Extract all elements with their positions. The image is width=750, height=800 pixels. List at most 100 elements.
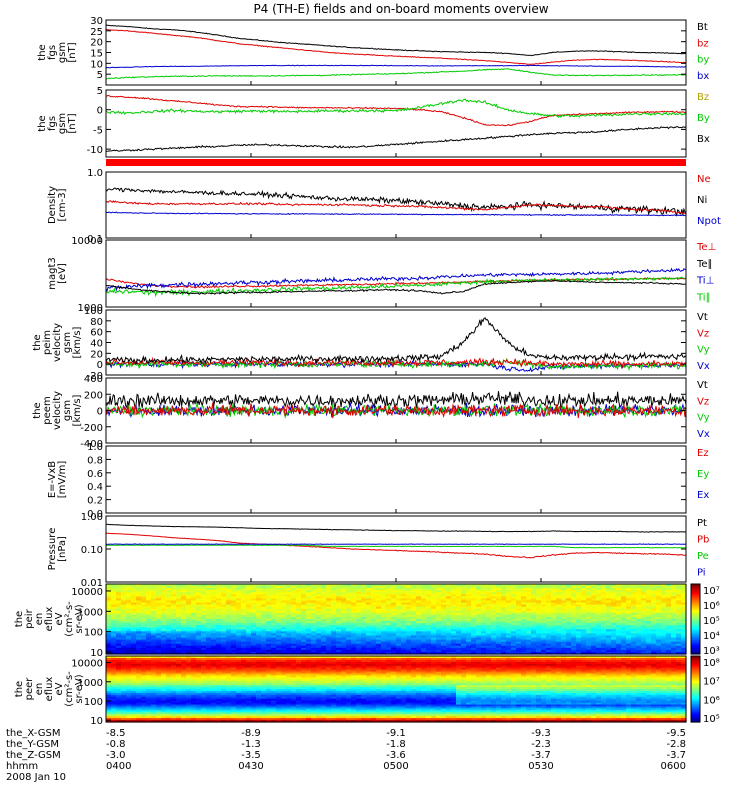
spectrogram-cell: [511, 606, 517, 610]
spectrogram-cell: [626, 608, 632, 612]
spectrogram-cell: [511, 625, 517, 628]
spectrogram-cell: [271, 600, 277, 604]
spectrogram-cell: [196, 649, 202, 653]
spectrogram-cell: [181, 619, 187, 622]
spectrogram-cell: [386, 584, 392, 587]
spectrogram-cell: [106, 677, 112, 680]
spectrogram-cell: [421, 651, 427, 655]
spectrogram-cell: [316, 635, 322, 639]
colorbar-step: [691, 587, 700, 590]
spectrogram-cell: [631, 621, 637, 624]
spectrogram-cell: [621, 623, 627, 626]
spectrogram-cell: [431, 623, 437, 626]
spectrogram-cell: [271, 649, 277, 653]
spectrogram-cell: [461, 612, 467, 616]
spectrogram-cell: [376, 584, 382, 587]
spectrogram-cell: [456, 612, 462, 616]
spectrogram-cell: [496, 635, 502, 639]
spectrogram-cell: [171, 657, 177, 661]
spectrogram-cell: [596, 621, 602, 624]
spectrogram-cell: [131, 651, 137, 655]
spectrogram-cell: [276, 645, 282, 649]
spectrogram-cell: [521, 643, 527, 647]
spectrogram-cell: [241, 625, 247, 628]
spectrogram-cell: [546, 586, 552, 589]
spectrogram-cell: [636, 621, 642, 624]
spectrogram-cell: [191, 643, 197, 647]
spectrogram-cell: [296, 606, 302, 610]
spectrogram-cell: [186, 690, 192, 694]
spectrogram-cell: [326, 604, 332, 608]
legend-vy: Vy: [697, 345, 710, 356]
spectrogram-cell: [216, 616, 222, 620]
spectrogram-cell: [541, 637, 547, 641]
spectrogram-cell: [386, 616, 392, 620]
spectrogram-cell: [676, 594, 682, 597]
spectrogram-cell: [171, 623, 177, 626]
spectrogram-cell: [361, 588, 367, 591]
spectrogram-cell: [461, 586, 467, 589]
spectrogram-cell: [301, 598, 307, 602]
spectrogram-cell: [141, 606, 147, 610]
spectrogram-cell: [396, 604, 402, 608]
spectrogram-cell: [161, 643, 167, 647]
spectrogram-cell: [276, 586, 282, 589]
spectrogram-cell: [256, 604, 262, 608]
spectrogram-cell: [451, 639, 457, 643]
spectrogram-cell: [131, 639, 137, 643]
spectrogram-cell: [201, 619, 207, 622]
spectrogram-cell: [191, 608, 197, 612]
spectrogram-cell: [486, 610, 492, 614]
spectrogram-cell: [531, 627, 537, 630]
spectrogram-cell: [121, 608, 127, 612]
spectrogram-cell: [381, 625, 387, 628]
spectrogram-cell: [426, 637, 432, 641]
spectrogram-cell: [351, 643, 357, 647]
spectrogram-cell: [191, 710, 197, 713]
spectrogram-cell: [531, 592, 537, 595]
y-axis-label: thepeimvelocitygsm[km/s]: [32, 323, 83, 362]
spectrogram-cell: [126, 645, 132, 649]
spectrogram-cell: [536, 616, 542, 620]
spectrogram-cell: [611, 627, 617, 630]
spectrogram-cell: [276, 594, 282, 597]
spectrogram-cell: [161, 673, 167, 677]
spectrogram-cell: [116, 600, 122, 604]
spectrogram-cell: [506, 637, 512, 641]
spectrogram-cell: [246, 633, 252, 637]
spectrogram-cell: [136, 667, 142, 671]
spectrogram-cell: [371, 649, 377, 653]
spectrogram-cell: [521, 614, 527, 618]
spectrogram-cell: [161, 584, 167, 587]
spectrogram-cell: [656, 610, 662, 614]
spectrogram-cell: [631, 651, 637, 655]
spectrogram-cell: [426, 631, 432, 635]
spectrogram-cell: [201, 710, 207, 713]
spectrogram-cell: [491, 596, 497, 600]
spectrogram-cell: [131, 627, 137, 630]
spectrogram-cell: [526, 639, 532, 643]
spectrogram-cell: [326, 625, 332, 628]
spectrogram-cell: [141, 604, 147, 608]
spectrogram-cell: [121, 683, 127, 686]
spectrogram-cell: [206, 594, 212, 597]
spectrogram-cell: [501, 647, 507, 651]
spectrogram-cell: [186, 633, 192, 637]
spectrogram-cell: [346, 635, 352, 639]
spectrogram-cell: [131, 621, 137, 624]
spectrogram-cell: [591, 596, 597, 600]
spectrogram-cell: [126, 649, 132, 653]
spectrogram-cell: [276, 651, 282, 655]
spectrogram-cell: [611, 623, 617, 626]
spectrogram-cell: [661, 584, 667, 587]
spectrogram-cell: [616, 602, 622, 606]
spectrogram-cell: [501, 612, 507, 616]
spectrogram-cell: [146, 619, 152, 622]
spectrogram-cell: [211, 625, 217, 628]
spectrogram-cell: [376, 586, 382, 589]
spectrogram-cell: [221, 633, 227, 637]
spectrogram-cell: [126, 596, 132, 600]
spectrogram-cell: [366, 610, 372, 614]
spectrogram-cell: [511, 643, 517, 647]
spectrogram-cell: [586, 602, 592, 606]
